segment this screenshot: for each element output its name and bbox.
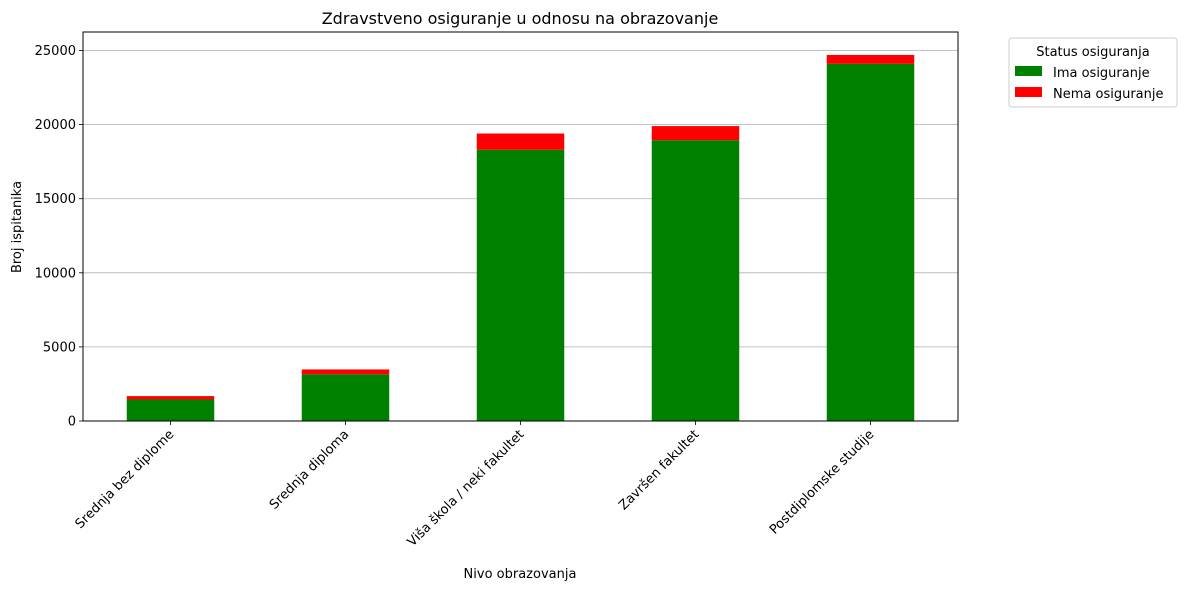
bar-nema-osiguranje-visa-skola-neki-fakultet <box>476 133 565 150</box>
legend-title: Status osiguranja <box>1036 45 1150 60</box>
y-axis-label: Broj ispitanika <box>10 181 25 273</box>
legend-swatch-nema-osiguranje <box>1015 87 1042 97</box>
bar-nema-osiguranje-zavrsen-fakultet <box>651 126 740 141</box>
bar-nema-osiguranje-srednja-diploma <box>301 369 390 375</box>
legend: Status osiguranja Ima osiguranje Nema os… <box>1008 37 1178 108</box>
y-tick-label: 20000 <box>35 118 76 133</box>
bar-ima-osiguranje-postdiplomske-studije <box>826 63 915 421</box>
bar-ima-osiguranje-zavrsen-fakultet <box>651 140 740 421</box>
bar-nema-osiguranje-srednja-bez-diplome <box>126 396 215 400</box>
bars <box>126 54 915 421</box>
bar-ima-osiguranje-visa-skola-neki-fakultet <box>476 149 565 421</box>
legend-swatch-ima-osiguranje <box>1015 66 1042 76</box>
y-tick-label: 10000 <box>35 266 76 281</box>
y-tick-label: 0 <box>68 415 76 430</box>
x-axis-label: Nivo obrazovanja <box>464 567 577 582</box>
legend-label-nema-osiguranje: Nema osiguranje <box>1053 87 1163 102</box>
y-tick-label: 25000 <box>35 44 76 59</box>
bar-nema-osiguranje-postdiplomske-studije <box>826 54 915 64</box>
chart-title: Zdravstveno osiguranje u odnosu na obraz… <box>322 9 719 28</box>
y-axis: 0 5000 10000 15000 20000 25000 <box>35 44 83 430</box>
y-tick-label: 15000 <box>35 192 76 207</box>
y-tick-label: 5000 <box>43 340 76 355</box>
legend-label-ima-osiguranje: Ima osiguranje <box>1053 66 1150 81</box>
legend-frame <box>1008 37 1178 108</box>
bar-ima-osiguranje-srednja-bez-diplome <box>126 399 215 421</box>
bar-ima-osiguranje-srednja-diploma <box>301 374 390 421</box>
